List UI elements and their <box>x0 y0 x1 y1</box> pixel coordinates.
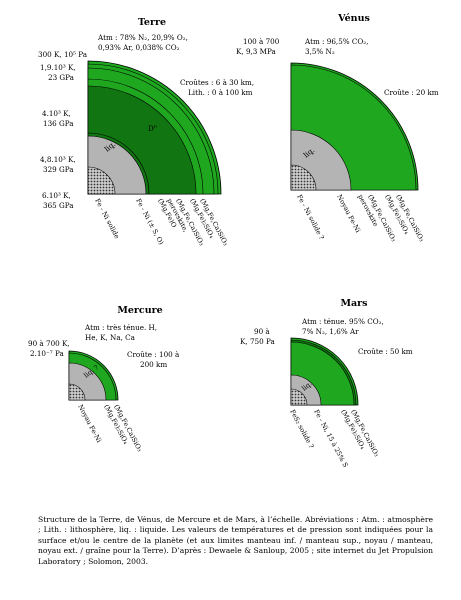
earth-t4-line1: 6.10³ K, <box>42 191 71 200</box>
earth-t3-line1: 4,8.10³ K, <box>40 155 76 164</box>
mars-crust-label: Croûte : 50 km <box>358 347 413 356</box>
venus-title: Vénus <box>337 13 370 24</box>
mars-label-inner-core: FeS₂ solide ? <box>288 408 315 450</box>
mercury-inner-core <box>68 383 86 401</box>
venus-label-inner-core: Fe - Ni solide ? <box>295 193 326 241</box>
earth-t2-line2: 136 GPa <box>43 119 74 128</box>
venus-section: Vénus Atm : 96,5% CO₂, 3,5% N₂ 100 à 700… <box>236 13 439 243</box>
mars-atm-line2: 7% N₂, 1,6% Ar <box>302 327 359 336</box>
earth-title: Terre <box>138 17 166 28</box>
mercury-label-core: Noyau Fe-Ni <box>76 403 103 444</box>
earth-t1-line1: 1,9.10³ K, <box>40 63 76 72</box>
mercury-atm-line1: Atm : très ténue. H, <box>84 323 157 332</box>
earth-atm-line1: Atm : 78% N₂, 20,9% O₂, <box>97 33 188 42</box>
mars-title: Mars <box>340 298 367 309</box>
mercury-crust-line1: Croûte : 100 à <box>127 350 180 359</box>
venus-atm-line2: 3,5% N₂ <box>305 47 335 56</box>
venus-atm-line1: Atm : 96,5% CO₂, <box>304 37 368 46</box>
earth-label-inner-core: Fe - Ni solide <box>93 197 121 240</box>
mars-surface-line1: 90 à <box>254 327 270 336</box>
earth-t4-line2: 365 GPa <box>43 201 74 210</box>
earth-crust-line2: Lith. : 0 à 100 km <box>188 88 253 97</box>
venus-surface-line2: K, 9,3 MPa <box>236 47 277 56</box>
venus-inner-core <box>290 164 317 191</box>
mars-section: Mars Atm : ténue. 95% CO₂, 7% N₂, 1,6% A… <box>240 298 413 469</box>
mercury-crust-line2: 200 km <box>140 360 167 369</box>
mars-surface-line2: K, 750 Pa <box>240 337 275 346</box>
mars-inner-core <box>290 388 308 406</box>
earth-surface-conditions: 300 K, 10⁵ Pa <box>38 50 88 59</box>
mercury-surface-line2: 2.10⁻⁷ Pa <box>30 349 64 358</box>
mercury-surface-line1: 90 à 700 K, <box>28 339 70 348</box>
earth-section: Terre Atm : 78% N₂, 20,9% O₂, 0,93% Ar, … <box>38 17 254 247</box>
mercury-atm-line2: He, K, Na, Ca <box>85 333 136 342</box>
earth-t1-line2: 23 GPa <box>48 73 75 82</box>
earth-atm-line2: 0,93% Ar, 0,038% CO₂ <box>98 43 180 52</box>
earth-d-label: D" <box>148 124 157 133</box>
earth-inner-core <box>87 166 116 195</box>
earth-crust-line1: Croûtes : 6 à 30 km, <box>180 78 254 87</box>
venus-surface-line1: 100 à 700 <box>243 37 280 46</box>
mercury-title: Mercure <box>117 305 162 316</box>
figure-caption: Structure de la Terre, de Vénus, de Merc… <box>38 515 433 566</box>
mars-atm-line1: Atm : ténue. 95% CO₂, <box>301 317 384 326</box>
earth-t2-line1: 4.10³ K, <box>42 109 71 118</box>
earth-t3-line2: 329 GPa <box>43 165 74 174</box>
venus-crust-label: Croûte : 20 km <box>384 88 439 97</box>
mercury-section: Mercure Atm : très ténue. H, He, K, Na, … <box>28 305 180 453</box>
